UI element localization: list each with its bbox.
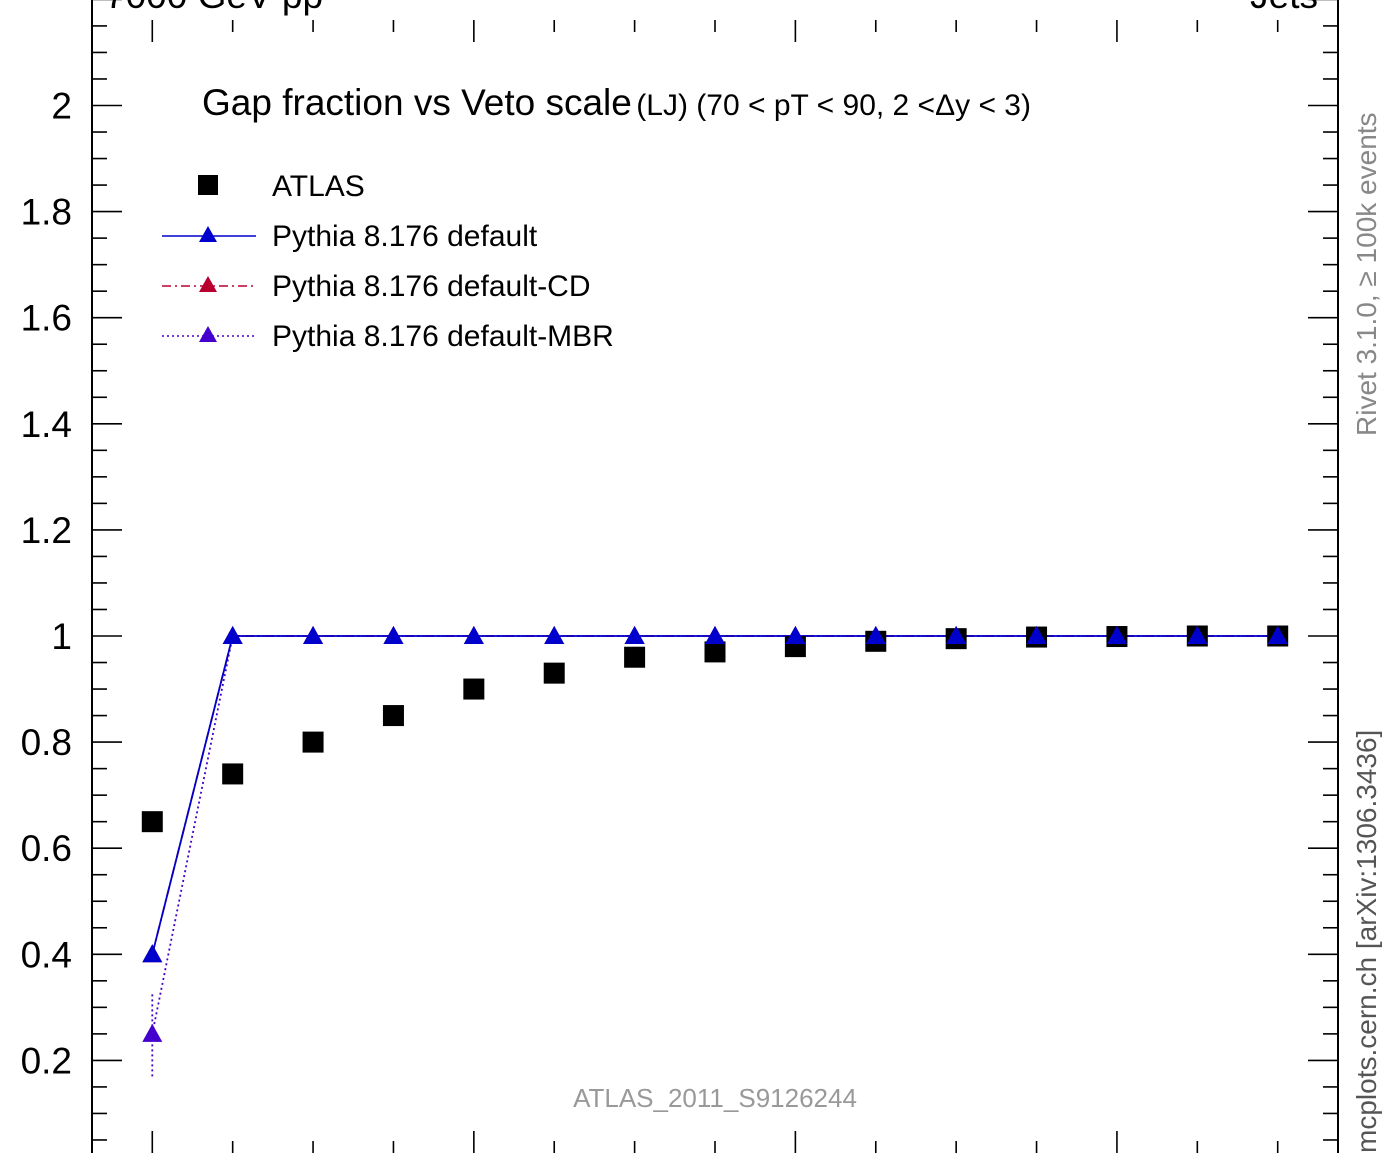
marker-pythia-default [946,626,967,644]
y-tick-label: 1.2 [21,510,72,551]
y-tick-label: 0.8 [21,722,72,763]
y-tick-label: 1 [51,616,72,657]
mcplots-reference-label: mcplots.cern.ch [arXiv:1306.3436] [1351,730,1382,1153]
marker-pythia-default [142,944,163,963]
y-tick-label: 1.8 [21,192,72,233]
header-right-text: Jets [1250,0,1318,16]
marker-pythia-default [1026,626,1047,644]
marker-atlas [543,662,565,684]
legend-label-default-mbr: Pythia 8.176 default-MBR [272,320,614,353]
marker-pythia-default [785,626,806,644]
marker-atlas [704,641,726,663]
y-tick-label: 0.4 [21,934,72,975]
marker-atlas [222,763,244,785]
marker-pythia-default [624,626,645,644]
y-tick-label: 1.4 [21,404,72,445]
marker-atlas [302,731,324,753]
y-tick-label: 0 [51,1147,72,1153]
legend-marker-default-cd [199,276,217,292]
y-tick-label: 0.2 [21,1040,72,1081]
marker-pythia-default [705,626,725,644]
legend: ATLAS Pythia 8.176 default Pythia 8.176 … [162,170,614,353]
legend-marker-default-mbr [199,326,217,342]
legend-marker-atlas [198,175,218,195]
legend-label-default: Pythia 8.176 default [272,220,538,253]
marker-pythia-default-mbr [142,1023,163,1042]
marker-atlas [382,705,404,727]
y-tick-label: 2 [51,86,72,127]
y-tick-labels: 0 0.2 0.4 0.6 0.8 1 1.2 1.4 1.6 1.8 2 [21,86,72,1153]
y-tick-label: 0.6 [21,828,72,869]
chart-title-sub: (LJ) (70 < pT < 90, 2 <Δy < 3) [636,89,1031,122]
marker-pythia-default [463,626,484,644]
rivet-version-label: Rivet 3.1.0, ≥ 100k events [1351,112,1382,436]
marker-pythia-default [222,626,243,644]
marker-pythia-default [544,626,565,644]
legend-label-atlas: ATLAS [272,170,365,203]
plot-frame [91,0,1339,1153]
legend-label-default-cd: Pythia 8.176 default-CD [272,270,591,303]
legend-marker-default [199,226,217,242]
header-left-text: 7000 GeV pp [105,0,323,16]
marker-pythia-default [303,626,324,644]
marker-pythia-default [1187,626,1208,644]
chart-title: Gap fraction vs Veto scale (LJ) (70 < pT… [202,82,1031,123]
axis-ticks [92,0,1338,1153]
marker-pythia-default [1267,626,1288,644]
series-markers [141,625,1289,1042]
marker-pythia-default [865,626,886,644]
marker-atlas [141,811,163,833]
chart-title-main: Gap fraction vs Veto scale [202,82,632,123]
marker-atlas [463,678,485,700]
marker-pythia-default [383,626,404,644]
analysis-watermark: ATLAS_2011_S9126244 [573,1083,857,1113]
marker-pythia-default [1106,626,1127,644]
y-tick-label: 1.6 [21,298,72,339]
marker-atlas [624,646,646,668]
